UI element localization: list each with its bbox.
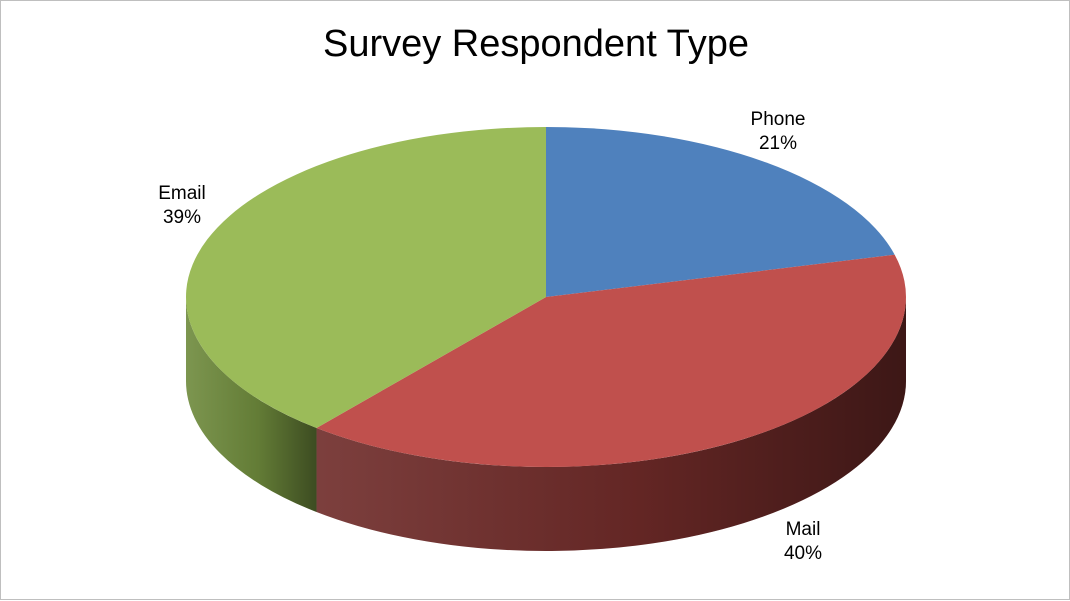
slice-label-phone: Phone 21% (751, 109, 806, 154)
pie-side-shade-email (186, 297, 317, 512)
slice-label-email: Email 39% (158, 183, 206, 228)
slice-label-value: 21% (759, 133, 797, 154)
slice-label-name: Mail (786, 519, 821, 540)
chart-title: Survey Respondent Type (322, 23, 749, 65)
pie-labels: Phone 21% Mail 40% Email 39% (158, 109, 822, 564)
slice-label-value: 40% (784, 543, 822, 564)
pie-slice-phone (546, 127, 895, 297)
slice-label-name: Email (158, 183, 206, 204)
pie-side-shade-mail (316, 297, 907, 551)
slice-label-name: Phone (751, 109, 806, 130)
pie-tops (186, 127, 907, 467)
slice-label-value: 39% (163, 207, 201, 228)
pie-slice-email (186, 127, 546, 428)
pie-sides (186, 297, 907, 551)
pie-slice-mail (316, 254, 907, 467)
slice-label-mail: Mail 40% (784, 519, 822, 564)
